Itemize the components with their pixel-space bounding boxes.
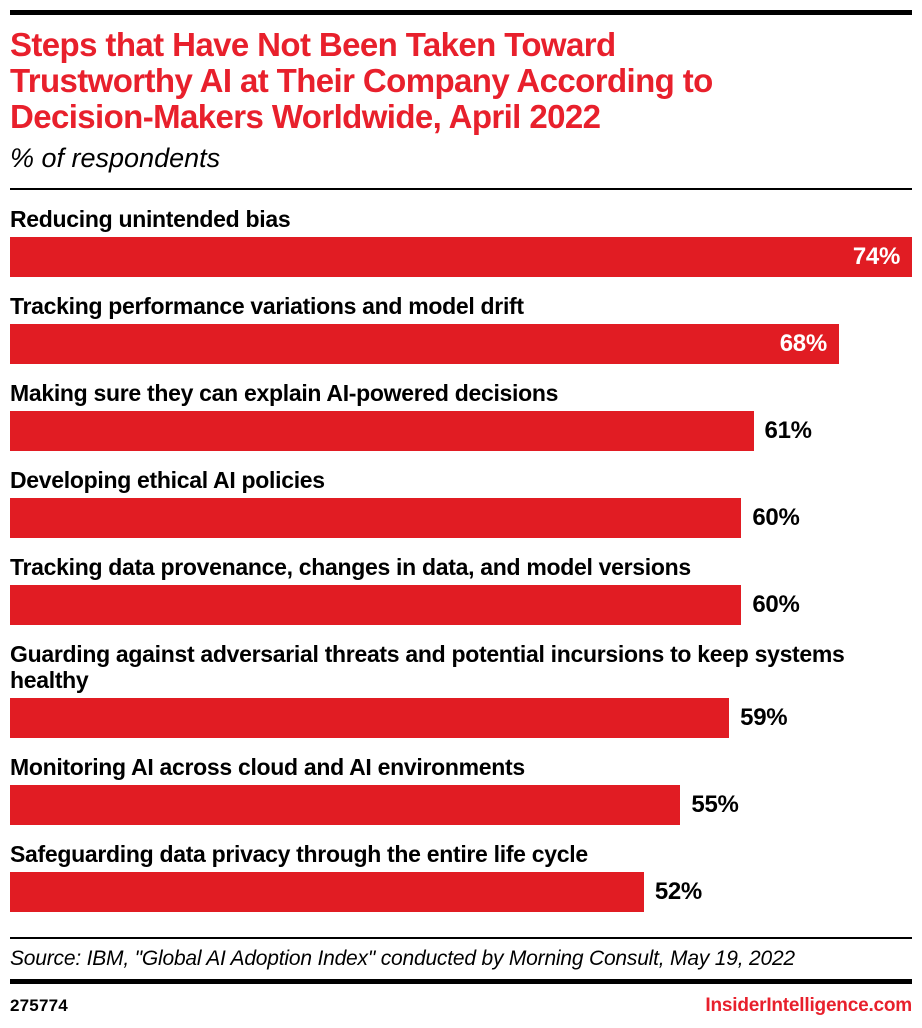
bar-category-label: Guarding against adversarial threats and… (10, 641, 845, 693)
bar (10, 411, 754, 451)
bar-value-label: 74% (852, 243, 900, 270)
page-title-line-1: Steps that Have Not Been Taken Toward (10, 26, 616, 63)
bar-value-label: 61% (764, 417, 812, 444)
bar (10, 872, 644, 912)
bar-chart: Reducing unintended bias 74% Tracking perf… (10, 206, 912, 912)
bar-category-label: Monitoring AI across cloud and AI enviro… (10, 754, 525, 780)
source-divider (10, 937, 912, 939)
bar-group: Developing ethical AI policies 60% (10, 467, 912, 538)
bar (10, 698, 730, 738)
bar-group: Guarding against adversarial threats and… (10, 641, 912, 738)
bar: 74% (10, 237, 912, 277)
bar-value-label: 60% (752, 591, 800, 618)
bar-category-label: Developing ethical AI policies (10, 467, 325, 493)
bar-row: 60% (10, 498, 912, 538)
bar-row: 60% (10, 585, 912, 625)
bar-group: Reducing unintended bias 74% (10, 206, 912, 277)
bar-row: 52% (10, 872, 912, 912)
bar-group: Tracking performance variations and mode… (10, 293, 912, 364)
page-title: Steps that Have Not Been Taken Toward Tr… (10, 27, 912, 135)
bar-group: Safeguarding data privacy through the en… (10, 841, 912, 912)
chart-subtitle: % of respondents (10, 143, 221, 173)
bar-category-label: Safeguarding data privacy through the en… (10, 841, 588, 867)
bar-row: 61% (10, 411, 912, 451)
bar (10, 585, 742, 625)
page-title-line-3: Decision-Makers Worldwide, April 2022 (10, 98, 601, 135)
bar-value-label: 59% (740, 704, 788, 731)
bar (10, 785, 681, 825)
bar-row: 59% (10, 698, 912, 738)
footer: 275774 InsiderIntelligence.com (10, 995, 912, 1017)
subtitle-divider (10, 188, 912, 190)
bar (10, 498, 742, 538)
bar: 68% (10, 324, 839, 364)
bar-category-label: Reducing unintended bias (10, 206, 291, 232)
bar-category-label: Making sure they can explain AI-powered … (10, 380, 559, 406)
bar-category-label: Tracking data provenance, changes in dat… (10, 554, 691, 580)
footer-divider (10, 979, 912, 984)
bar-group: Making sure they can explain AI-powered … (10, 380, 912, 451)
bar-row: 68% (10, 324, 912, 364)
chart-id: 275774 (10, 996, 68, 1015)
page-title-line-2: Trustworthy AI at Their Company Accordin… (10, 62, 713, 99)
bar-value-label: 52% (654, 878, 702, 905)
source-note: Source: IBM, "Global AI Adoption Index" … (10, 947, 795, 970)
bar-value-label: 55% (691, 791, 739, 818)
bar-group: Tracking data provenance, changes in dat… (10, 554, 912, 625)
bar-row: 55% (10, 785, 912, 825)
top-divider (10, 10, 912, 15)
bar-value-label: 60% (752, 504, 800, 531)
bar-value-label: 68% (779, 330, 827, 357)
brand-link[interactable]: InsiderIntelligence.com (705, 995, 912, 1016)
bar-category-label: Tracking performance variations and mode… (10, 293, 524, 319)
bar-row: 74% (10, 237, 912, 277)
bar-group: Monitoring AI across cloud and AI enviro… (10, 754, 912, 825)
